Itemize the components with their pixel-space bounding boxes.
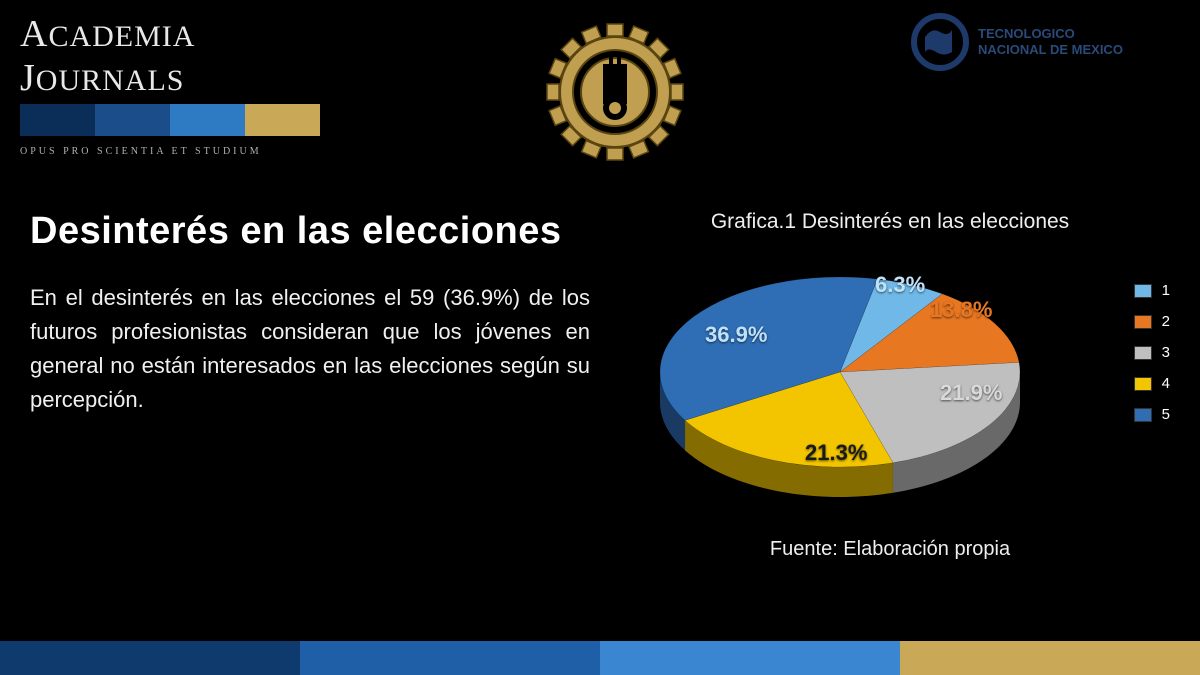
chart-legend: 1 2 3 4 5: [1134, 282, 1170, 437]
legend-label: 1: [1162, 282, 1170, 299]
pie-slice-label: 36.9%: [705, 322, 767, 348]
tnm-logo: TECNOLOGICO NACIONAL DE MEXICO: [910, 12, 1170, 72]
pie-slice-label: 13.8%: [930, 297, 992, 323]
legend-label: 5: [1162, 406, 1170, 423]
legend-item: 1: [1134, 282, 1170, 299]
legend-swatch: [1134, 408, 1152, 422]
legend-swatch: [1134, 346, 1152, 360]
footer-bar-2: [300, 641, 600, 675]
tnm-text: TECNOLOGICO NACIONAL DE MEXICO: [978, 26, 1123, 57]
legend-swatch: [1134, 284, 1152, 298]
chart-source: Fuente: Elaboración propia: [610, 538, 1170, 561]
legend-item: 2: [1134, 313, 1170, 330]
pie-slice-label: 6.3%: [875, 272, 925, 298]
aj-color-bars: [20, 104, 320, 136]
legend-swatch: [1134, 315, 1152, 329]
legend-item: 3: [1134, 344, 1170, 361]
footer-bar-1: [0, 641, 300, 675]
academia-journals-logo: ACADEMIA JOURNALS OPUS PRO SCIENTIA ET S…: [20, 12, 320, 157]
aj-title: ACADEMIA JOURNALS: [20, 12, 320, 100]
legend-item: 4: [1134, 375, 1170, 392]
slide-body-text: En el desinterés en las elecciones el 59…: [30, 281, 590, 417]
aj-bar-1: [20, 104, 95, 136]
footer-bar-3: [600, 641, 900, 675]
tnm-gear-icon: [914, 16, 966, 68]
footer-color-bars: [0, 641, 1200, 675]
slide-title: Desinterés en las elecciones: [30, 210, 590, 253]
legend-swatch: [1134, 377, 1152, 391]
chart-title: Grafica.1 Desinterés en las elecciones: [610, 210, 1170, 234]
pie-slice-label: 21.9%: [940, 380, 1002, 406]
aj-bar-4: [245, 104, 320, 136]
aj-bar-2: [95, 104, 170, 136]
tec-laguna-logo: [535, 12, 695, 177]
legend-label: 2: [1162, 313, 1170, 330]
legend-label: 4: [1162, 375, 1170, 392]
footer-bar-4: [900, 641, 1200, 675]
legend-label: 3: [1162, 344, 1170, 361]
pie-slice-label: 21.3%: [805, 440, 867, 466]
aj-tagline: OPUS PRO SCIENTIA ET STUDIUM: [20, 146, 320, 157]
legend-item: 5: [1134, 406, 1170, 423]
pie-chart: 6.3%13.8% 21.9% 21.3% 36.9% 1 2 3 4 5: [610, 252, 1170, 532]
aj-bar-3: [170, 104, 245, 136]
